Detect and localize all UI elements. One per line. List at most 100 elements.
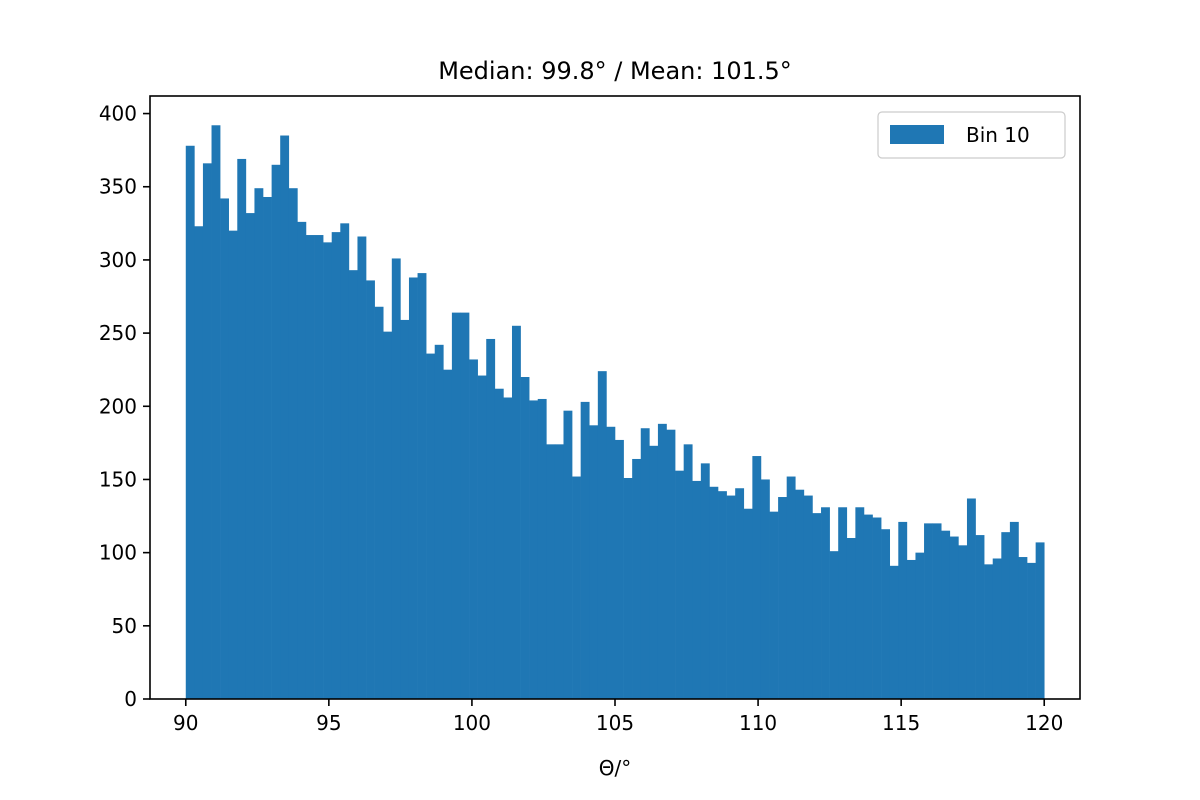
- y-axis-ticks: 0 50 100 150 200 250 300 350 400: [99, 102, 150, 711]
- histogram-bar: [941, 530, 951, 699]
- histogram-bar: [821, 507, 830, 699]
- histogram-bar: [546, 444, 556, 699]
- x-axis-ticks: 90 95 100 105 110 115 120: [173, 699, 1063, 735]
- histogram-bar: [494, 388, 504, 699]
- histogram-bar: [632, 458, 642, 699]
- plot-frame: [149, 95, 1081, 700]
- histogram-bar: [460, 312, 470, 699]
- histogram-bar: [572, 476, 581, 699]
- x-tick-label: 90: [173, 711, 198, 735]
- histogram-bar: [992, 558, 1002, 699]
- histogram-bar: [718, 491, 727, 699]
- histogram-bar: [683, 444, 693, 699]
- y-tick-label: 400: [99, 102, 137, 126]
- histogram-bar: [477, 375, 487, 699]
- histogram-bar: [846, 538, 856, 699]
- legend-swatch: [890, 125, 944, 144]
- legend: Bin 10: [877, 111, 1066, 159]
- histogram-bar: [589, 425, 599, 699]
- histogram-bar: [529, 400, 539, 699]
- histogram-bar: [297, 221, 307, 699]
- histogram-bar: [872, 517, 882, 699]
- histogram-bar: [726, 495, 736, 699]
- histogram-bar: [752, 456, 762, 699]
- histogram-bar: [228, 230, 238, 699]
- x-tick-label: 100: [453, 711, 491, 735]
- histogram-bar: [237, 158, 247, 700]
- x-tick-label: 110: [739, 711, 777, 735]
- histogram-bar: [915, 552, 925, 699]
- histogram-bar: [803, 495, 813, 699]
- histogram-bar: [323, 242, 333, 699]
- histogram-bar: [949, 536, 959, 699]
- histogram-bar: [640, 428, 650, 699]
- histogram-bar: [786, 476, 796, 699]
- histogram-bar: [597, 371, 607, 699]
- histogram-bar: [426, 353, 436, 699]
- bars-group: [185, 125, 1045, 700]
- histogram-bar: [615, 439, 624, 699]
- histogram-bar: [606, 426, 616, 699]
- histogram-bar: [391, 258, 401, 699]
- histogram-bar: [924, 523, 933, 699]
- y-tick-label: 200: [99, 394, 137, 418]
- histogram-bar: [288, 188, 298, 700]
- histogram-bar: [520, 377, 530, 699]
- histogram-bar: [434, 344, 444, 699]
- histogram-bar: [537, 398, 547, 699]
- histogram-bar: [314, 235, 324, 699]
- histogram-bar: [700, 463, 710, 699]
- histogram-bar: [374, 306, 384, 699]
- histogram-bar: [1001, 532, 1011, 699]
- histogram-bar: [958, 545, 968, 699]
- histogram-bar: [735, 488, 745, 699]
- x-axis-label: Θ/°: [599, 756, 631, 780]
- histogram-bar: [838, 507, 848, 699]
- histogram-bar: [795, 489, 805, 699]
- histogram-bar: [966, 498, 976, 699]
- histogram-bar: [829, 551, 839, 699]
- histogram-bar: [1018, 557, 1028, 699]
- histogram-bar: [657, 423, 667, 699]
- histogram-bar: [709, 486, 719, 699]
- histogram-bar: [400, 319, 410, 699]
- histogram-bar: [511, 325, 521, 699]
- histogram-bar: [202, 163, 212, 699]
- histogram-bar: [486, 338, 496, 699]
- histogram-bar: [554, 444, 564, 699]
- histogram-bar: [366, 280, 375, 699]
- histogram-bar: [357, 236, 367, 699]
- histogram-bar: [1009, 521, 1019, 699]
- histogram-bar: [975, 535, 985, 699]
- histogram-bar: [331, 232, 341, 699]
- histogram-bar: [563, 410, 573, 699]
- histogram-bar: [220, 198, 229, 699]
- histogram-bar: [984, 564, 994, 699]
- histogram-bar: [932, 523, 942, 699]
- histogram-bar: [580, 401, 590, 699]
- histogram-bar: [211, 125, 221, 699]
- y-tick-label: 100: [99, 541, 137, 565]
- histogram-bar: [194, 226, 204, 699]
- histogram-bar: [906, 559, 916, 699]
- histogram-bar: [417, 273, 427, 699]
- histogram-bar: [185, 145, 195, 699]
- histogram-bar: [1027, 562, 1036, 699]
- histogram-bar: [666, 429, 676, 699]
- legend-label: Bin 10: [966, 123, 1030, 147]
- histogram-bar: [889, 565, 899, 699]
- histogram-bar: [469, 359, 478, 699]
- x-tick-label: 115: [882, 711, 920, 735]
- histogram-bar: [812, 513, 822, 699]
- x-tick-label: 120: [1025, 711, 1063, 735]
- legend-box: [877, 111, 1066, 159]
- x-tick-label: 95: [316, 711, 341, 735]
- histogram-bar: [769, 511, 779, 699]
- histogram-bar: [863, 514, 873, 699]
- histogram-bar: [881, 529, 891, 699]
- histogram-bar: [623, 477, 633, 699]
- y-tick-label: 50: [112, 614, 137, 638]
- histogram-bar: [675, 470, 684, 699]
- histogram-bar: [760, 479, 770, 699]
